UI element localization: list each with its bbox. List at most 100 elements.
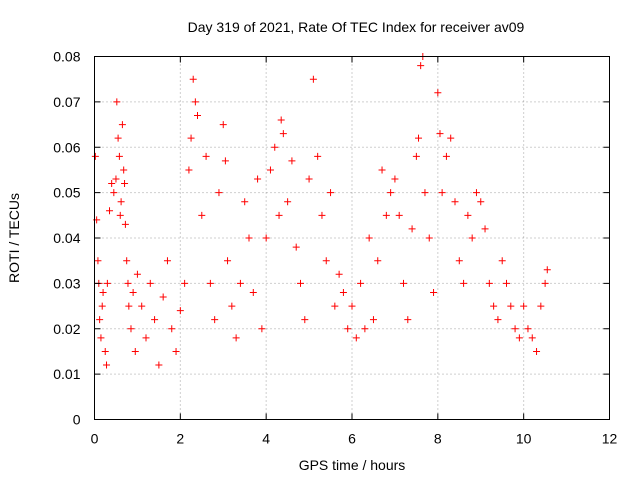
data-point (297, 279, 304, 287)
data-point (472, 189, 480, 197)
data-point (417, 62, 425, 70)
data-point (528, 334, 536, 342)
data-point (301, 316, 309, 324)
x-tick-label: 8 (434, 431, 442, 447)
data-point (279, 130, 287, 138)
data-point (262, 234, 270, 242)
data-point (460, 279, 468, 287)
data-point (181, 279, 189, 287)
y-tick-label: 0.05 (53, 185, 80, 201)
data-point (91, 152, 99, 160)
data-point (382, 211, 390, 219)
x-tick-label: 4 (262, 431, 270, 447)
data-point (400, 279, 407, 287)
data-point (110, 189, 118, 197)
data-point (245, 234, 253, 242)
data-point (314, 152, 322, 160)
data-point (133, 270, 141, 278)
data-point (378, 166, 386, 174)
data-point (155, 361, 163, 369)
y-tick-label: 0.04 (53, 230, 80, 246)
data-point (537, 302, 545, 310)
y-tick-label: 0.07 (53, 94, 80, 110)
data-point (404, 316, 412, 324)
grid (94, 56, 610, 420)
data-point (485, 279, 493, 287)
axis-ticks (94, 56, 610, 420)
data-point (464, 211, 472, 219)
data-point (124, 279, 132, 287)
data-point (142, 334, 150, 342)
y-tick-label: 0.02 (53, 321, 80, 337)
data-point (520, 302, 528, 310)
data-point (103, 279, 111, 287)
data-point (305, 175, 313, 183)
data-point (123, 257, 131, 265)
data-point (447, 134, 455, 142)
data-point (395, 211, 403, 219)
data-point (236, 279, 244, 287)
y-tick-label: 0.01 (53, 366, 80, 382)
data-point (172, 347, 180, 355)
chart-title: Day 319 of 2021, Rate Of TEC Index for r… (188, 19, 525, 35)
x-tick-label: 2 (176, 431, 184, 447)
data-point (503, 279, 510, 287)
data-point (434, 89, 442, 97)
data-point (121, 180, 129, 188)
y-tick-label: 0.08 (53, 49, 80, 65)
data-point (176, 307, 184, 315)
data-point (541, 279, 549, 287)
data-point (391, 175, 399, 183)
data-point (275, 211, 283, 219)
data-point (101, 347, 109, 355)
data-point (185, 166, 193, 174)
x-tick-label: 10 (516, 431, 532, 447)
data-point (511, 325, 519, 333)
data-point (221, 157, 229, 165)
data-point (168, 325, 176, 333)
data-point (113, 98, 121, 106)
data-point (374, 257, 382, 265)
data-point (277, 116, 285, 124)
data-point (438, 189, 446, 197)
data-point (288, 157, 296, 165)
y-tick-label: 0.06 (53, 139, 80, 155)
data-point (369, 316, 377, 324)
data-point (455, 257, 463, 265)
data-points (91, 53, 551, 369)
data-point (309, 75, 317, 83)
data-point (98, 302, 106, 310)
data-point (339, 288, 347, 296)
data-point (327, 189, 335, 197)
data-point (481, 225, 489, 233)
data-point (112, 175, 120, 183)
data-point (430, 288, 438, 296)
data-point (138, 302, 146, 310)
data-point (490, 302, 498, 310)
data-point (507, 302, 515, 310)
x-tick-label: 12 (602, 431, 618, 447)
data-point (477, 198, 485, 206)
data-point (498, 257, 506, 265)
data-point (533, 347, 541, 355)
data-point (94, 257, 102, 265)
data-point (348, 302, 356, 310)
data-point (146, 279, 154, 287)
data-point (322, 257, 330, 265)
data-point (189, 75, 197, 83)
data-point (331, 302, 339, 310)
data-point (127, 325, 135, 333)
data-point (357, 279, 365, 287)
data-point (108, 180, 116, 188)
data-point (125, 302, 133, 310)
data-point (114, 134, 122, 142)
data-point (106, 207, 114, 215)
data-point (365, 234, 373, 242)
data-point (187, 134, 195, 142)
y-tick-labels: 0 0.01 0.02 0.03 0.04 0.05 0.06 0.07 0.08 (53, 49, 80, 428)
data-point (344, 325, 352, 333)
data-point (121, 220, 129, 228)
data-point (115, 152, 123, 160)
data-point (292, 243, 300, 251)
data-point (103, 361, 111, 369)
